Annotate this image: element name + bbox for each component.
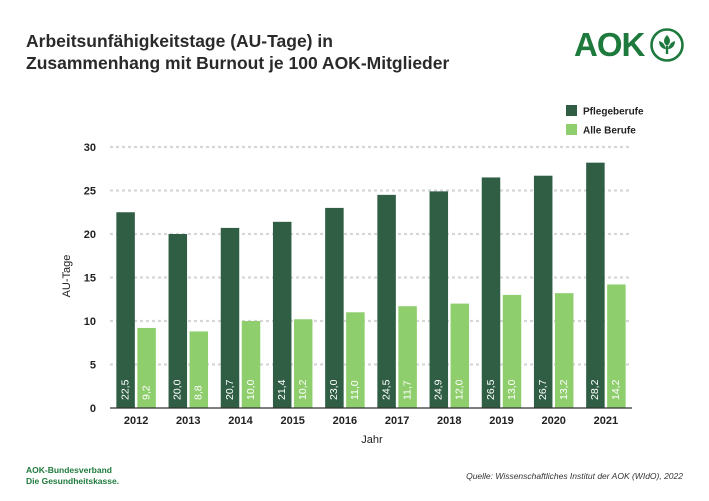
bar-value-label: 24,9: [433, 379, 445, 400]
y-tick-label: 15: [84, 273, 96, 285]
bar-value-label: 13,0: [506, 379, 518, 400]
bar-value-label: 10,2: [297, 379, 309, 400]
aok-tree-icon: [650, 28, 684, 62]
y-axis-title: AU-Tage: [61, 255, 73, 298]
x-tick-label: 2021: [594, 415, 618, 427]
bar-value-label: 14,2: [610, 379, 622, 400]
x-axis-title: Jahr: [361, 434, 383, 446]
bar-value-label: 10,0: [245, 379, 257, 400]
legend-swatch-pflegeberufe: [566, 105, 577, 116]
bar-pflegeberufe: [168, 234, 188, 408]
x-tick-label: 2016: [333, 415, 357, 427]
bar-value-label: 26,7: [537, 379, 549, 400]
bar-value-label: 20,7: [224, 379, 236, 400]
bar-value-label: 20,0: [172, 379, 184, 400]
bar-pflegeberufe: [533, 175, 553, 408]
bar-value-label: 26,5: [485, 379, 497, 400]
bar-value-label: 9,2: [140, 385, 152, 400]
footer-org-line-2: Die Gesundheitskasse.: [26, 476, 120, 486]
footer-org-line-1: AOK-Bundesverband: [26, 465, 112, 475]
y-tick-label: 25: [84, 186, 96, 198]
aok-logo: AOK: [574, 26, 686, 64]
y-tick-label: 30: [84, 142, 96, 154]
aok-logo-text: AOK: [574, 26, 645, 63]
bar-value-label: 8,8: [193, 385, 205, 400]
legend-label-alle-berufe: Alle Berufe: [583, 126, 636, 137]
bar-value-label: 22,5: [119, 379, 131, 400]
x-tick-label: 2012: [124, 415, 148, 427]
x-tick-label: 2014: [228, 415, 253, 427]
bar-alle-berufe: [450, 303, 470, 408]
title-line-1: Arbeitsunfähigkeitstage (AU-Tage) in: [26, 31, 333, 51]
bar-alle-berufe: [398, 306, 417, 408]
x-tick-label: 2013: [176, 415, 200, 427]
bar-alle-berufe: [607, 284, 626, 408]
bar-alle-berufe: [554, 293, 574, 408]
x-tick-label: 2018: [437, 415, 461, 427]
bar-alle-berufe: [502, 294, 522, 408]
bar-value-label: 23,0: [328, 379, 340, 400]
bar-alle-berufe: [137, 327, 156, 408]
legend-swatch-alle-berufe: [566, 124, 577, 135]
bar-value-label: 28,2: [589, 379, 601, 400]
bar-pflegeberufe: [272, 221, 292, 408]
bar-pflegeberufe: [429, 191, 449, 408]
footer-organisation: AOK-Bundesverband Die Gesundheitskasse.: [26, 465, 119, 487]
source-note: Quelle: Wissenschaftliches Institut der …: [466, 471, 683, 481]
x-tick-label: 2015: [280, 415, 304, 427]
y-tick-label: 0: [90, 403, 96, 415]
legend-label-pflegeberufe: Pflegeberufe: [583, 107, 644, 118]
x-tick-label: 2019: [489, 415, 513, 427]
bar-pflegeberufe: [377, 194, 396, 408]
bar-alle-berufe: [189, 331, 209, 408]
y-tick-label: 10: [84, 316, 96, 328]
bar-value-label: 11,7: [401, 380, 413, 400]
y-tick-label: 20: [84, 229, 96, 241]
chart-title: Arbeitsunfähigkeitstage (AU-Tage) in Zus…: [26, 30, 449, 74]
bar-pflegeberufe: [116, 212, 135, 408]
bar-value-label: 21,4: [276, 379, 288, 400]
bar-value-label: 13,2: [558, 379, 570, 400]
y-tick-label: 5: [90, 360, 96, 372]
x-tick-label: 2020: [541, 415, 565, 427]
bar-value-label: 24,5: [380, 379, 392, 400]
bar-alle-berufe: [241, 321, 261, 408]
bar-pflegeberufe: [481, 177, 501, 408]
bar-pflegeberufe: [220, 227, 240, 408]
bar-pflegeberufe: [325, 207, 344, 408]
bar-value-label: 12,0: [454, 379, 466, 400]
title-line-2: Zusammenhang mit Burnout je 100 AOK-Mitg…: [26, 53, 450, 73]
x-tick-label: 2017: [385, 415, 409, 427]
bar-alle-berufe: [346, 312, 365, 408]
bar-alle-berufe: [293, 319, 313, 408]
bar-pflegeberufe: [586, 162, 605, 408]
bar-value-label: 11,0: [349, 380, 361, 400]
